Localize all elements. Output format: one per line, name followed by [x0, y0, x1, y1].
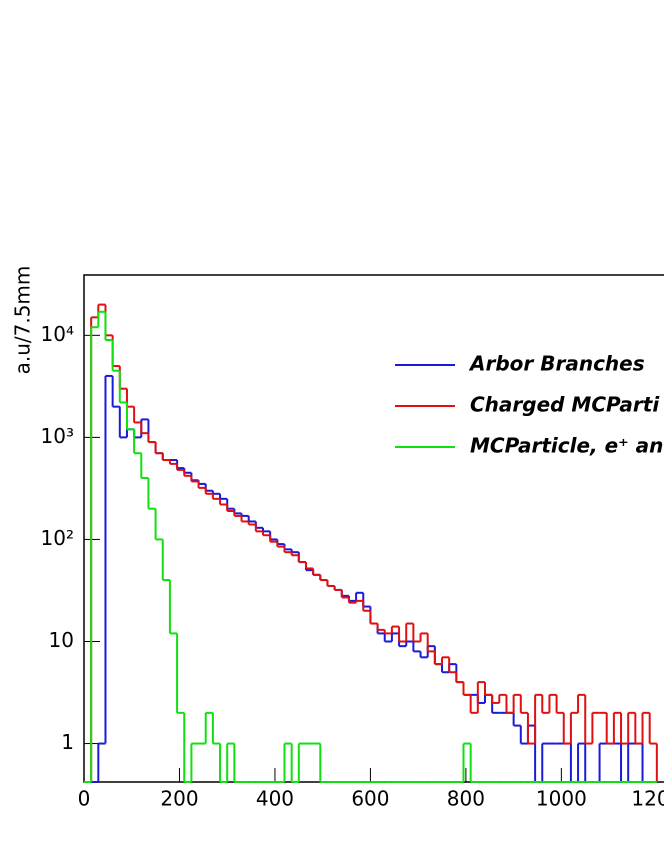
- x-tick-label: 0: [78, 787, 91, 811]
- x-tick-label: 400: [256, 787, 294, 811]
- x-tick-label: 800: [447, 787, 485, 811]
- y-tick-label: 10²: [41, 526, 74, 550]
- y-axis-title: a.u/7.5mm: [11, 266, 35, 375]
- x-tick-label: 200: [160, 787, 198, 811]
- legend-label: Charged MCParti: [470, 393, 660, 417]
- x-tick-label: 1000: [536, 787, 587, 811]
- x-tick-label: 600: [351, 787, 389, 811]
- y-tick-label: 10⁴: [41, 322, 74, 346]
- legend-label: Arbor Branches: [468, 352, 645, 376]
- y-tick-label: 1: [61, 730, 74, 754]
- y-tick-label: 10: [49, 628, 74, 652]
- x-tick-label: 1200: [631, 787, 664, 811]
- y-tick-label: 10³: [41, 424, 74, 448]
- legend-label: MCParticle, e⁺ an: [470, 434, 663, 458]
